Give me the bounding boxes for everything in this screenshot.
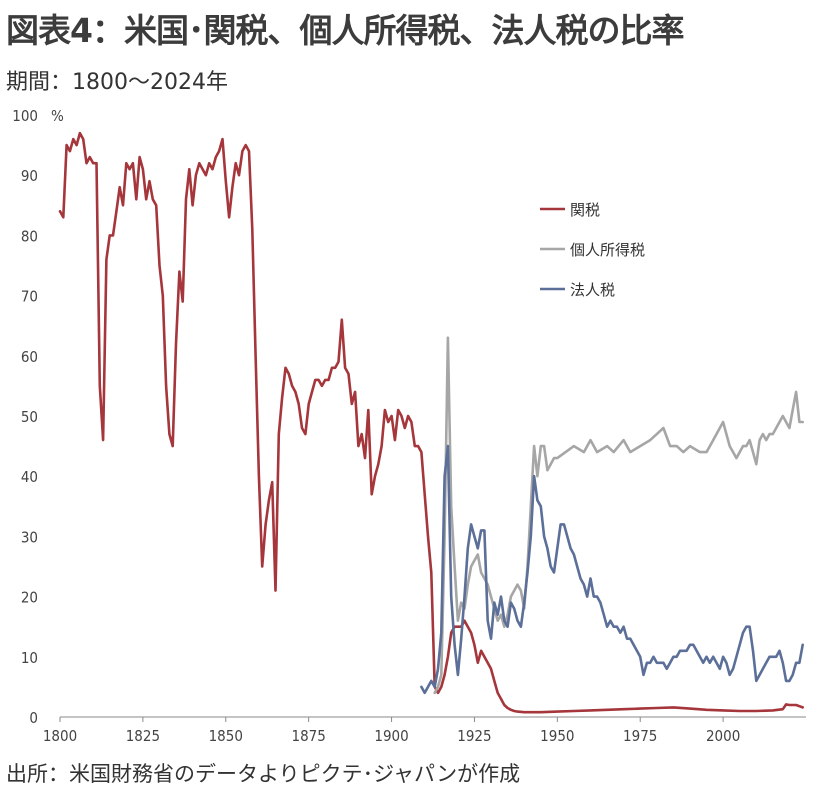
- y-tick-label: 70: [21, 288, 38, 306]
- period-label: 期間：1800～2024年: [6, 70, 228, 95]
- x-tick-label: 2000: [706, 727, 740, 745]
- y-tick-label: 20: [21, 589, 38, 607]
- x-tick-label: 1900: [374, 727, 408, 745]
- x-tick-label: 1800: [43, 727, 77, 745]
- y-tick-label: 0: [29, 709, 38, 727]
- series-line-1: [58, 131, 804, 714]
- y-tick-label: 10: [21, 649, 38, 667]
- y-tick-label: 50: [21, 408, 38, 426]
- x-tick-label: 1850: [209, 727, 243, 745]
- chart-title: 図表4：米国･関税、個人所得税、法人税の比率: [6, 11, 684, 50]
- axes: 1800 1825 1850 1875 1900 1925 1950 1975 2000 0 10 2…: [12, 107, 806, 745]
- series-line-3: [420, 444, 804, 695]
- y-tick-label: 80: [21, 227, 38, 245]
- legend-label: 関税: [570, 201, 600, 219]
- y-tick-label: 100: [12, 107, 38, 125]
- y-unit-label: %: [51, 107, 64, 125]
- y-tick-label: 30: [21, 528, 38, 546]
- y-tick-label: 60: [21, 348, 38, 366]
- legend-label: 個人所得税: [570, 241, 645, 259]
- y-tick-label: 90: [21, 167, 38, 185]
- series-line-2: [433, 336, 804, 695]
- series-layer: [58, 131, 804, 714]
- y-tick-label: 40: [21, 468, 38, 486]
- x-tick-label: 1950: [540, 727, 574, 745]
- x-tick-label: 1875: [291, 727, 325, 745]
- source-note: 出所：米国財務省のデータよりピクテ･ジャパンが作成: [6, 762, 521, 786]
- x-tick-label: 1925: [457, 727, 491, 745]
- x-tick-label: 1825: [126, 727, 160, 745]
- x-tick-label: 1975: [623, 727, 657, 745]
- legend-label: 法人税: [570, 281, 615, 299]
